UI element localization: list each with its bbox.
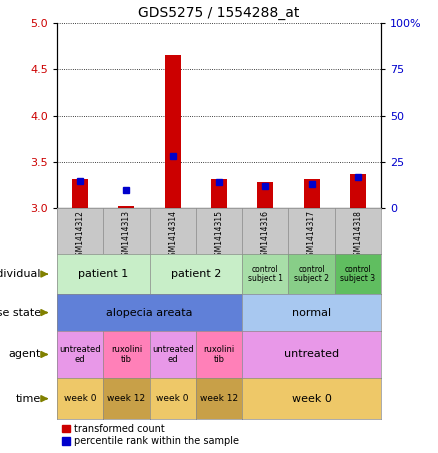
Bar	[165, 55, 181, 208]
Text: week 0: week 0	[292, 394, 332, 404]
Bar	[211, 178, 227, 208]
Text: patient 1: patient 1	[78, 269, 128, 279]
Text: GSM1414315: GSM1414315	[215, 210, 223, 261]
Text: week 12: week 12	[107, 394, 145, 403]
Text: ruxolini
tib: ruxolini tib	[111, 345, 142, 364]
Text: untreated
ed: untreated ed	[152, 345, 194, 364]
Bar	[118, 206, 134, 208]
Bar	[350, 174, 366, 208]
Text: GSM1414314: GSM1414314	[168, 210, 177, 261]
Text: week 12: week 12	[200, 394, 238, 403]
Text: GSM1414318: GSM1414318	[353, 210, 362, 260]
Text: patient 2: patient 2	[171, 269, 221, 279]
Text: ruxolini
tib: ruxolini tib	[203, 345, 235, 364]
Title: GDS5275 / 1554288_at: GDS5275 / 1554288_at	[138, 6, 300, 20]
Bar	[72, 178, 88, 208]
Text: alopecia areata: alopecia areata	[106, 308, 193, 318]
Text: agent: agent	[9, 349, 41, 360]
Text: untreated: untreated	[284, 349, 339, 360]
Bar	[304, 178, 320, 208]
Text: disease state: disease state	[0, 308, 41, 318]
Text: GSM1414316: GSM1414316	[261, 210, 270, 261]
Text: control
subject 1: control subject 1	[248, 265, 283, 284]
Text: untreated
ed: untreated ed	[59, 345, 101, 364]
Text: time: time	[16, 394, 41, 404]
Text: week 0: week 0	[64, 394, 96, 403]
Legend: transformed count, percentile rank within the sample: transformed count, percentile rank withi…	[62, 424, 240, 446]
Text: GSM1414317: GSM1414317	[307, 210, 316, 261]
Text: individual: individual	[0, 269, 41, 279]
Bar	[257, 183, 273, 208]
Text: week 0: week 0	[156, 394, 189, 403]
Text: GSM1414312: GSM1414312	[76, 210, 85, 260]
Text: normal: normal	[292, 308, 331, 318]
Text: control
subject 2: control subject 2	[294, 265, 329, 284]
Text: control
subject 3: control subject 3	[340, 265, 375, 284]
Text: GSM1414313: GSM1414313	[122, 210, 131, 261]
